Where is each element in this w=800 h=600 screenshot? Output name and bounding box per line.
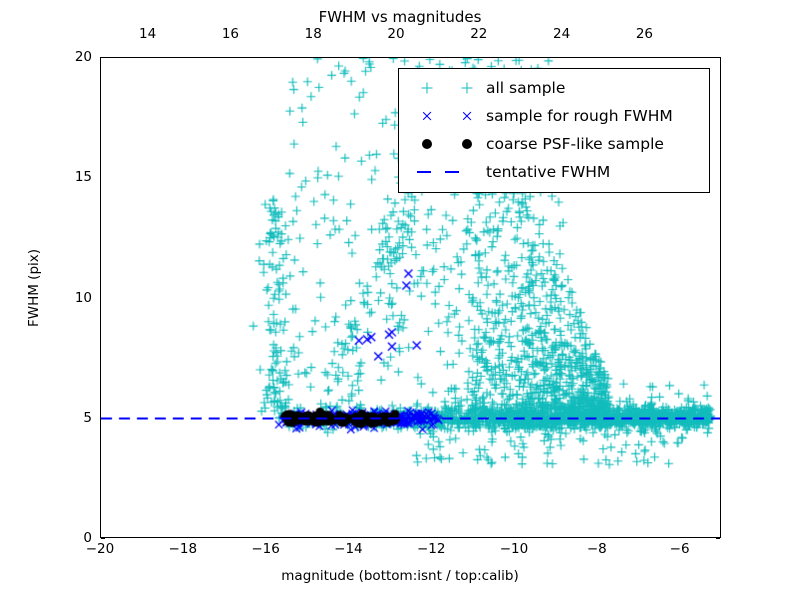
dot-marker-icon — [462, 139, 472, 149]
legend-key-tentative-fwhm — [408, 161, 486, 183]
y-tick-label: 15 — [74, 169, 92, 186]
x-tick-label-bottom: −10 — [499, 541, 529, 557]
legend[interactable]: all sample sample for rough FWHM coarse … — [398, 68, 710, 193]
legend-item-tentative-fwhm[interactable]: tentative FWHM — [408, 158, 700, 186]
legend-item-psf-like[interactable]: coarse PSF-like sample — [408, 130, 700, 158]
legend-item-rough-fwhm[interactable]: sample for rough FWHM — [408, 102, 700, 130]
legend-label: sample for rough FWHM — [486, 107, 673, 125]
x-tick-label-top: 14 — [139, 26, 157, 42]
legend-label: tentative FWHM — [486, 163, 611, 181]
dot-marker-icon — [422, 139, 432, 149]
y-tick-mark-left — [101, 538, 105, 539]
x-tick-label-top: 22 — [470, 26, 488, 42]
x-tick-label-bottom: −20 — [85, 541, 115, 557]
y-tick-label: 5 — [83, 409, 92, 426]
x-tick-label-top: 18 — [304, 26, 322, 42]
plus-marker-icon — [461, 82, 473, 94]
x-tick-label-bottom: −16 — [251, 541, 280, 557]
x-tick-label-bottom: −6 — [669, 541, 690, 557]
y-tick-label: 20 — [74, 49, 92, 65]
x-tick-label-bottom: −18 — [168, 541, 198, 557]
x-marker-icon — [462, 111, 473, 122]
chart-title: FWHM vs magnitudes — [318, 8, 482, 26]
y-tick-mark-right — [716, 538, 720, 539]
dashed-line-icon — [445, 171, 459, 173]
x-tick-label-top: 16 — [221, 26, 239, 42]
y-axis-label: FWHM (pix) — [26, 248, 42, 328]
legend-item-all-sample[interactable]: all sample — [408, 74, 700, 102]
x-tick-label-top: 26 — [635, 26, 653, 42]
legend-key-rough-fwhm — [408, 105, 486, 127]
x-tick-label-top: 20 — [387, 26, 405, 42]
legend-key-psf-like — [408, 133, 486, 155]
dashed-line-icon — [417, 171, 431, 173]
plus-marker-icon — [421, 82, 433, 94]
x-tick-label-top: 24 — [553, 26, 571, 42]
x-axis-label: magnitude (bottom:isnt / top:calib) — [281, 568, 519, 584]
x-marker-icon — [422, 111, 433, 122]
y-tick-label: 0 — [83, 530, 92, 546]
legend-label: all sample — [486, 79, 566, 97]
x-tick-label-bottom: −14 — [334, 541, 363, 557]
legend-label: coarse PSF-like sample — [486, 135, 664, 153]
y-tick-label: 10 — [74, 289, 92, 306]
legend-key-all-sample — [408, 77, 486, 99]
x-tick-label-bottom: −8 — [586, 541, 607, 557]
x-tick-label-bottom: −12 — [416, 541, 446, 557]
